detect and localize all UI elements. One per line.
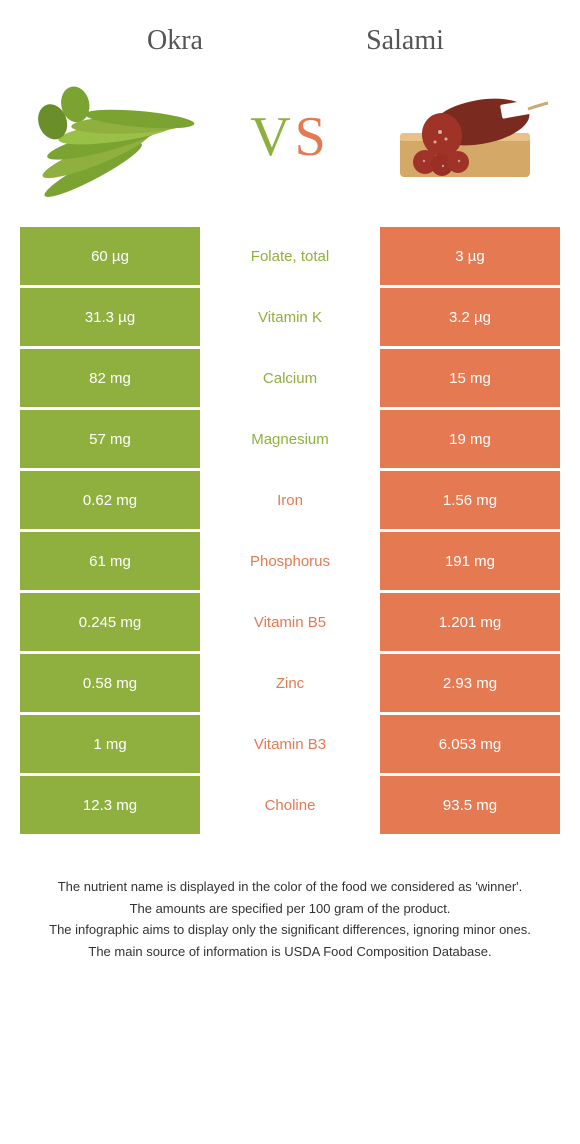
nutrient-name: Iron — [200, 471, 380, 529]
nutrient-name: Phosphorus — [200, 532, 380, 590]
nutrient-name: Magnesium — [200, 410, 380, 468]
table-row: 57 mgMagnesium19 mg — [20, 410, 560, 468]
right-value: 191 mg — [380, 532, 560, 590]
table-row: 0.62 mgIron1.56 mg — [20, 471, 560, 529]
comparison-table: 60 µgFolate, total3 µg31.3 µgVitamin K3.… — [20, 227, 560, 834]
nutrient-name: Vitamin B5 — [200, 593, 380, 651]
nutrient-name: Choline — [200, 776, 380, 834]
footer-notes: The nutrient name is displayed in the co… — [0, 837, 580, 983]
left-value: 1 mg — [20, 715, 200, 773]
left-value: 12.3 mg — [20, 776, 200, 834]
left-value: 0.62 mg — [20, 471, 200, 529]
left-value: 0.58 mg — [20, 654, 200, 712]
left-value: 82 mg — [20, 349, 200, 407]
left-value: 61 mg — [20, 532, 200, 590]
right-value: 93.5 mg — [380, 776, 560, 834]
header: Okra Salami — [0, 0, 580, 67]
footer-line: The nutrient name is displayed in the co… — [30, 877, 550, 897]
right-value: 3 µg — [380, 227, 560, 285]
vs-v: V — [250, 106, 294, 168]
nutrient-name: Calcium — [200, 349, 380, 407]
table-row: 1 mgVitamin B36.053 mg — [20, 715, 560, 773]
right-value: 15 mg — [380, 349, 560, 407]
nutrient-name: Vitamin B3 — [200, 715, 380, 773]
right-value: 19 mg — [380, 410, 560, 468]
vs-s: S — [295, 106, 330, 168]
footer-line: The main source of information is USDA F… — [30, 942, 550, 962]
table-row: 82 mgCalcium15 mg — [20, 349, 560, 407]
food-title-left: Okra — [60, 25, 290, 57]
table-row: 60 µgFolate, total3 µg — [20, 227, 560, 285]
right-value: 3.2 µg — [380, 288, 560, 346]
nutrient-name: Zinc — [200, 654, 380, 712]
vs-label: VS — [250, 105, 330, 169]
footer-line: The infographic aims to display only the… — [30, 920, 550, 940]
right-value: 1.201 mg — [380, 593, 560, 651]
left-value: 60 µg — [20, 227, 200, 285]
nutrient-name: Folate, total — [200, 227, 380, 285]
left-value: 0.245 mg — [20, 593, 200, 651]
okra-image — [30, 77, 200, 197]
table-row: 0.58 mgZinc2.93 mg — [20, 654, 560, 712]
salami-image — [380, 77, 550, 197]
right-value: 1.56 mg — [380, 471, 560, 529]
footer-line: The amounts are specified per 100 gram o… — [30, 899, 550, 919]
table-row: 61 mgPhosphorus191 mg — [20, 532, 560, 590]
right-value: 2.93 mg — [380, 654, 560, 712]
left-value: 31.3 µg — [20, 288, 200, 346]
table-row: 0.245 mgVitamin B51.201 mg — [20, 593, 560, 651]
nutrient-name: Vitamin K — [200, 288, 380, 346]
table-row: 31.3 µgVitamin K3.2 µg — [20, 288, 560, 346]
right-value: 6.053 mg — [380, 715, 560, 773]
left-value: 57 mg — [20, 410, 200, 468]
food-title-right: Salami — [290, 25, 520, 57]
vs-row: VS — [0, 67, 580, 227]
table-row: 12.3 mgCholine93.5 mg — [20, 776, 560, 834]
